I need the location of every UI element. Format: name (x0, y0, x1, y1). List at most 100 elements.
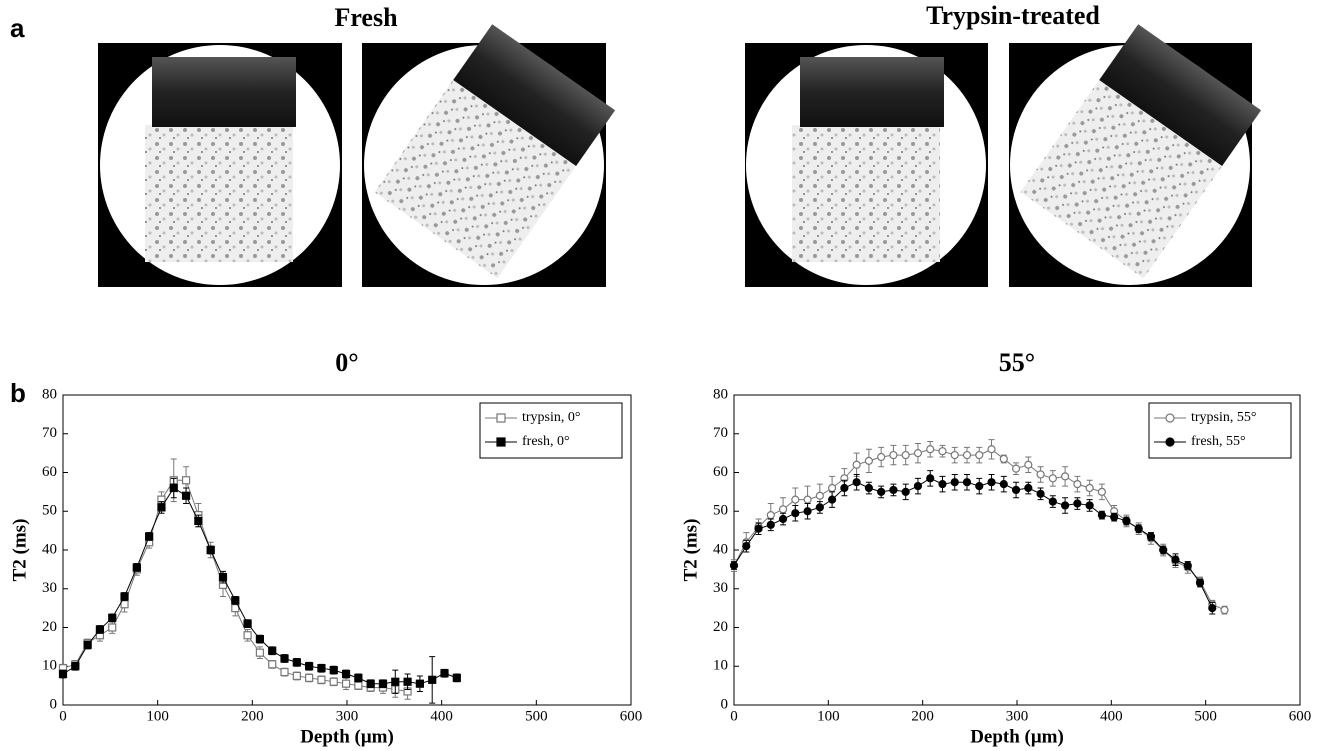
y-tick-label: 30 (42, 580, 57, 596)
marker (889, 450, 898, 460)
marker (1220, 605, 1229, 615)
marker (280, 667, 289, 677)
marker (280, 654, 289, 663)
marker (852, 460, 861, 469)
marker (1110, 512, 1119, 522)
marker (791, 495, 800, 504)
marker (1183, 561, 1192, 570)
chart-title: 55° (999, 348, 1035, 377)
marker (1097, 487, 1107, 496)
marker (913, 481, 923, 491)
panel-label: a (10, 13, 25, 43)
marker (754, 524, 763, 533)
marker (999, 454, 1008, 464)
panel-label: b (10, 378, 26, 408)
x-tick-label: 200 (911, 708, 934, 724)
marker (292, 658, 301, 667)
marker (1073, 480, 1082, 489)
legend-box (1148, 402, 1292, 459)
marker (120, 600, 129, 609)
marker (1208, 604, 1217, 613)
marker (1061, 501, 1070, 510)
y-tick-label: 0 (50, 696, 58, 712)
y-tick-label: 20 (42, 619, 57, 635)
marker (1024, 460, 1033, 469)
marker (803, 495, 812, 504)
marker (341, 669, 351, 679)
marker (901, 487, 910, 496)
legend-marker (1165, 413, 1175, 423)
marker (83, 640, 92, 650)
marker (108, 623, 117, 632)
marker (1061, 472, 1070, 481)
marker (1146, 532, 1156, 541)
marker (292, 671, 301, 681)
legend-label: trypsin, 0° (522, 410, 581, 425)
marker (145, 532, 154, 541)
x-tick-label: 400 (1100, 708, 1123, 724)
marker (987, 478, 996, 487)
marker (317, 664, 326, 673)
image-title: Trypsin-treated (926, 1, 1100, 30)
y-tick-label: 60 (713, 464, 728, 480)
y-tick-label: 10 (713, 658, 728, 674)
marker (815, 503, 824, 512)
y-tick-label: 50 (713, 503, 728, 519)
y-tick-label: 80 (42, 386, 57, 402)
marker (391, 677, 400, 686)
marker (828, 483, 837, 493)
legend-label: fresh, 0° (522, 434, 570, 449)
y-tick-label: 80 (713, 386, 728, 402)
y-tick-label: 30 (713, 580, 728, 596)
marker (181, 476, 191, 485)
marker (1036, 470, 1045, 479)
x-tick-label: 400 (430, 708, 453, 724)
marker (366, 679, 375, 688)
chart-title: 0° (335, 348, 358, 377)
marker (341, 679, 351, 688)
marker (840, 483, 849, 493)
marker (766, 520, 775, 529)
marker (378, 679, 388, 688)
marker (791, 509, 800, 518)
legend-box (479, 402, 623, 459)
marker (950, 450, 959, 460)
marker (1159, 545, 1168, 555)
x-tick-label: 100 (817, 708, 840, 724)
legend-marker (496, 413, 506, 423)
series-line (733, 477, 1213, 609)
legend-marker (1165, 437, 1175, 447)
marker (218, 573, 228, 582)
marker (962, 450, 972, 460)
y-tick-label: 0 (721, 696, 729, 712)
x-tick-label: 600 (1289, 708, 1312, 724)
image-title: Fresh (334, 3, 398, 32)
x-tick-label: 500 (1194, 708, 1217, 724)
marker (403, 677, 412, 686)
marker (864, 456, 873, 465)
marker (1011, 485, 1021, 495)
marker (926, 474, 935, 483)
marker (95, 625, 105, 634)
marker (120, 592, 129, 601)
x-tick-label: 500 (525, 708, 548, 724)
marker (452, 673, 461, 682)
mri-image (1009, 24, 1262, 287)
marker (268, 660, 277, 669)
y-tick-label: 10 (42, 658, 57, 674)
x-tick-label: 200 (241, 708, 264, 724)
marker (71, 662, 80, 671)
marker (194, 516, 203, 526)
marker (243, 619, 252, 628)
y-tick-label: 60 (42, 464, 57, 480)
marker (169, 483, 178, 493)
legend-marker (496, 437, 506, 447)
marker (440, 669, 449, 678)
series-line (62, 479, 408, 692)
legend-label: trypsin, 55° (1191, 410, 1257, 425)
marker (938, 480, 947, 489)
y-tick-label: 40 (713, 541, 728, 557)
x-axis-label: Depth (μm) (970, 726, 1064, 747)
marker (1048, 474, 1057, 483)
